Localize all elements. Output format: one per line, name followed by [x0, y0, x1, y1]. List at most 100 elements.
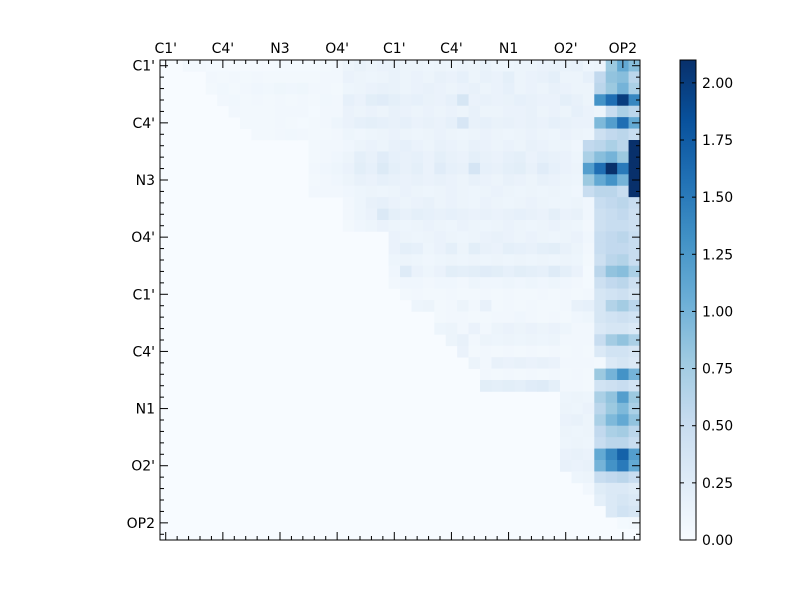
heatmap-cell [251, 117, 264, 129]
heatmap-cell [491, 105, 504, 118]
heatmap-cell [457, 197, 469, 209]
heatmap-cell [480, 288, 492, 301]
colorbar-tick-label: 0.75 [702, 362, 733, 378]
heatmap-cell [525, 254, 538, 267]
heatmap-cell [525, 368, 538, 381]
heatmap-cell [571, 105, 584, 118]
heatmap-cell [400, 231, 412, 244]
y-tick-label: O2' [131, 459, 155, 475]
heatmap-cell [320, 162, 332, 175]
heatmap-cell [445, 231, 458, 244]
heatmap-cell [582, 391, 595, 404]
heatmap-cell [262, 94, 275, 107]
heatmap-cell [422, 82, 435, 95]
heatmap-cell [480, 117, 492, 129]
heatmap-cell [297, 94, 309, 107]
heatmap-cell [411, 94, 424, 107]
heatmap-cell [582, 368, 595, 381]
heatmap-cell [571, 231, 584, 244]
heatmap-cell [342, 82, 355, 95]
heatmap-cell [594, 334, 607, 347]
heatmap-cell [457, 105, 469, 118]
heatmap-cell [560, 402, 572, 415]
heatmap-cell [628, 471, 641, 484]
heatmap-cell [537, 368, 549, 381]
heatmap-cell [525, 322, 538, 335]
heatmap-cell [594, 94, 607, 107]
heatmap-cell [228, 105, 241, 118]
heatmap-cell [422, 117, 435, 129]
heatmap-cell [434, 242, 447, 255]
heatmap-cell [582, 71, 595, 84]
heatmap-cell [525, 334, 538, 347]
heatmap-cell [434, 162, 447, 175]
heatmap-cell [457, 300, 469, 312]
heatmap-cell [491, 242, 504, 255]
heatmap-cell [571, 254, 584, 267]
heatmap-cell [628, 368, 641, 381]
heatmap-cell [205, 82, 218, 95]
heatmap-cell [582, 482, 595, 495]
heatmap-cell [525, 345, 538, 358]
heatmap-cell [560, 277, 572, 289]
heatmap-cell [342, 174, 355, 187]
heatmap-cell [617, 380, 629, 392]
x-tick-label: O2' [554, 41, 578, 57]
heatmap-cell [365, 220, 378, 232]
heatmap-cell [422, 162, 435, 175]
heatmap-cell [468, 277, 481, 289]
y-tick-label: O4' [131, 230, 155, 246]
heatmap-cell [457, 140, 469, 152]
heatmap-cell [582, 231, 595, 244]
heatmap-cell [320, 94, 332, 107]
heatmap-cell [491, 277, 504, 289]
heatmap-cell [422, 277, 435, 289]
heatmap-cell [320, 185, 332, 198]
heatmap-cell [400, 117, 412, 129]
y-tick-label: N1 [136, 402, 155, 418]
heatmap-cell [194, 60, 207, 72]
heatmap-cell [480, 60, 492, 72]
heatmap-cell [514, 71, 527, 84]
heatmap-cell [354, 71, 367, 84]
heatmap-cell [594, 288, 607, 301]
heatmap-cell [548, 94, 561, 107]
heatmap-cell [605, 311, 618, 324]
heatmap-cell [411, 231, 424, 244]
heatmap-cell [582, 82, 595, 95]
heatmap-cell [400, 197, 412, 209]
heatmap-cell [400, 254, 412, 267]
heatmap-cell [525, 300, 538, 312]
heatmap-cell [468, 82, 481, 95]
heatmap-cell [548, 288, 561, 301]
heatmap-cell [468, 162, 481, 175]
heatmap-cell [525, 94, 538, 107]
heatmap-cell [182, 60, 195, 72]
heatmap-cell [480, 105, 492, 118]
heatmap-cell [491, 231, 504, 244]
heatmap-cell [617, 185, 629, 198]
heatmap-cell [514, 277, 527, 289]
heatmap-cell [205, 60, 218, 72]
heatmap-cell [342, 71, 355, 84]
heatmap-cell [582, 345, 595, 358]
heatmap-cell [422, 231, 435, 244]
heatmap-cell [457, 151, 469, 164]
heatmap-cell [628, 242, 641, 255]
heatmap-cell [537, 254, 549, 267]
heatmap-cell [525, 174, 538, 187]
heatmap-cell [560, 174, 572, 187]
heatmap-cell [582, 300, 595, 312]
heatmap-cell [582, 174, 595, 187]
heatmap-cell [605, 140, 618, 152]
heatmap-cell [560, 357, 572, 369]
heatmap-cell [445, 197, 458, 209]
heatmap-cell [617, 71, 629, 84]
heatmap-cell [560, 117, 572, 129]
heatmap-cell [434, 140, 447, 152]
heatmap-cell [468, 94, 481, 107]
heatmap-cell [480, 345, 492, 358]
heatmap-cell [548, 265, 561, 278]
heatmap-cell [377, 94, 389, 107]
heatmap-cell [502, 242, 515, 255]
